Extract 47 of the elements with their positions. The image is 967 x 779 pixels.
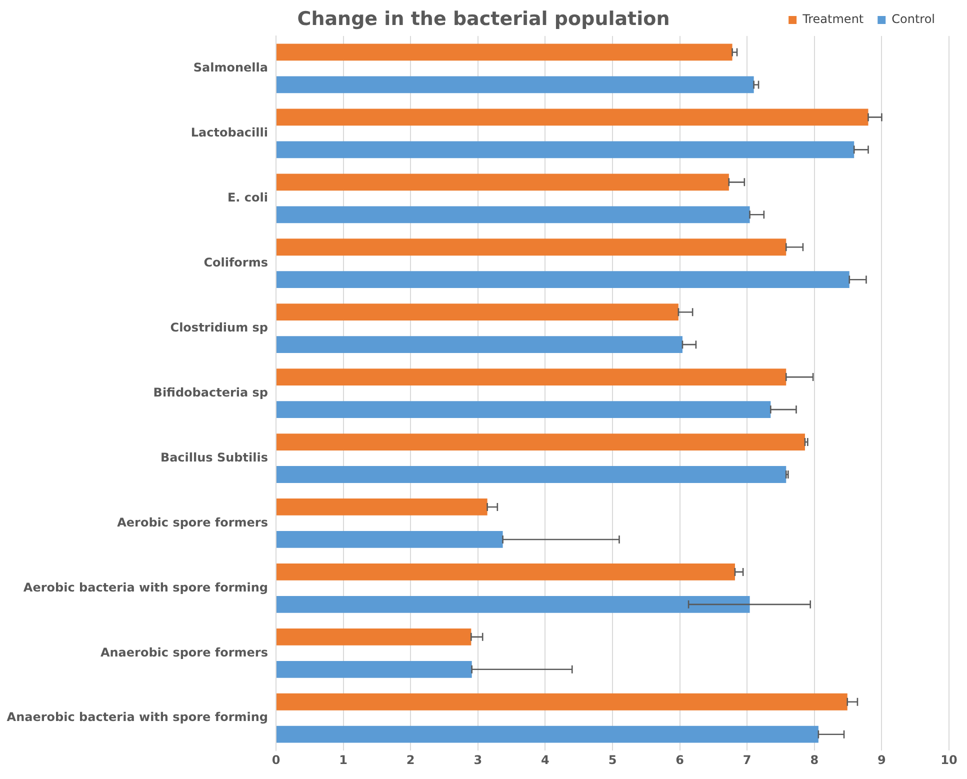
x-tick-label: 6 [676, 752, 684, 767]
bar [276, 141, 854, 158]
legend-label: Treatment [802, 12, 864, 26]
bar [276, 466, 786, 483]
bar [276, 498, 488, 516]
bar [276, 76, 754, 94]
y-tick-label: Bacillus Subtilis [160, 450, 268, 464]
y-tick-label: Bifidobacteria sp [153, 385, 268, 400]
x-tick-label: 7 [742, 752, 752, 767]
legend-label: Control [892, 12, 936, 26]
bar [276, 271, 850, 288]
bar [276, 434, 805, 450]
bar [276, 596, 750, 613]
bar [276, 238, 786, 256]
x-tick-label: 8 [810, 752, 819, 767]
y-tick-label: Anaerobic spore formers [100, 645, 268, 660]
bar [276, 628, 472, 646]
x-tick-label: 2 [406, 752, 415, 767]
bar [276, 564, 735, 580]
x-tick-label: 0 [272, 752, 280, 767]
bar [276, 660, 472, 678]
x-tick-label: 3 [474, 752, 482, 767]
y-tick-label: E. coli [227, 190, 268, 205]
y-tick-label: Anaerobic bacteria with spore forming [6, 710, 268, 724]
bar [276, 174, 729, 191]
bar [276, 368, 786, 386]
x-tick-label: 9 [878, 752, 886, 767]
x-tick-label: 4 [541, 752, 550, 767]
y-tick-label: Clostridium sp [170, 320, 268, 334]
x-tick-label: 10 [940, 752, 958, 767]
x-tick-label: 5 [608, 752, 617, 767]
bar [276, 108, 868, 126]
chart-title: Change in the bacterial population [297, 8, 670, 30]
bar [276, 304, 678, 321]
bar [276, 401, 771, 418]
bar [276, 336, 682, 354]
y-tick-label: Lactobacilli [190, 126, 268, 140]
bar [276, 44, 732, 61]
bar [276, 693, 848, 710]
y-tick-label: Aerobic bacteria with spore forming [23, 580, 268, 594]
bar [276, 726, 818, 743]
bar [276, 531, 503, 548]
bar [276, 206, 750, 224]
x-tick-label: 1 [339, 752, 348, 767]
y-tick-label: Coliforms [204, 256, 268, 270]
y-tick-label: Salmonella [193, 60, 268, 75]
y-tick-label: Aerobic spore formers [117, 515, 268, 530]
